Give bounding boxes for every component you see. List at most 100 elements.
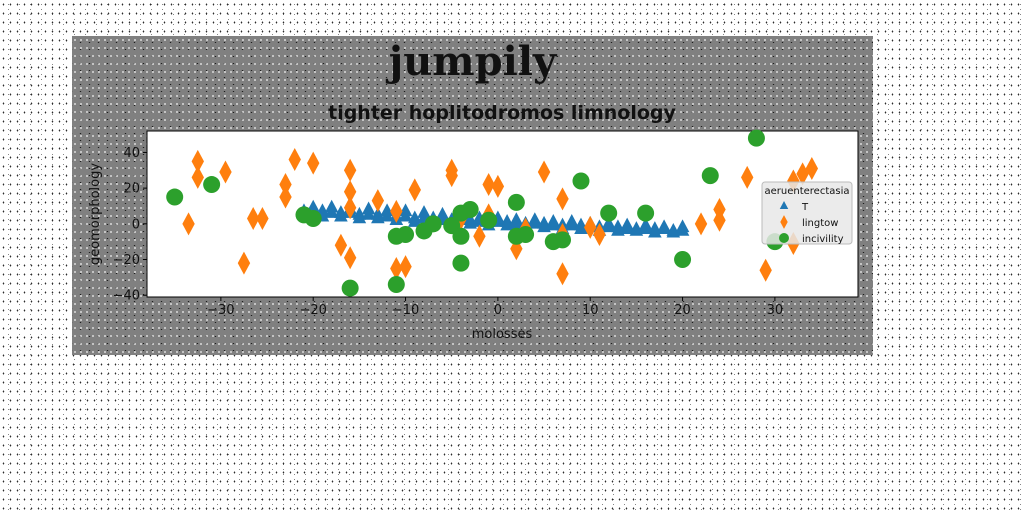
data-point [666, 224, 681, 238]
data-point [713, 208, 726, 232]
data-point [517, 226, 535, 244]
series-incivility [166, 129, 784, 297]
data-point [629, 222, 644, 236]
data-point [390, 199, 403, 223]
data-point [246, 206, 260, 230]
data-point [387, 276, 405, 294]
data-point [638, 217, 653, 231]
data-point [334, 208, 348, 222]
legend-marker-incivility [779, 233, 789, 243]
data-point [445, 164, 458, 188]
scatter-plot: −30 −20 −10 0 10 20 30 −40 −20 0 20 40 molosses geo… [88, 129, 859, 342]
y-axis-label: geomorphology [88, 163, 103, 265]
data-point [334, 233, 348, 257]
data-point [452, 227, 470, 245]
x-tick-label: 20 [674, 303, 691, 318]
axis-ticks: −30 −20 −10 0 10 20 30 −40 −20 0 20 40 [113, 146, 784, 318]
data-point [398, 203, 413, 217]
y-tick-label: 40 [123, 146, 140, 161]
data-point [491, 174, 505, 198]
data-point [572, 172, 590, 190]
legend-label: T [801, 202, 809, 213]
data-point [740, 165, 754, 189]
data-point [600, 204, 618, 222]
data-point [452, 254, 470, 272]
data-point [343, 180, 357, 204]
data-point [674, 251, 692, 269]
data-point [509, 212, 524, 226]
chart-title: tighter hoplitodromos limnology [328, 102, 676, 124]
data-point [482, 173, 495, 197]
data-point [461, 201, 479, 219]
data-point [341, 279, 359, 297]
legend-title: aeruenterectasia [765, 186, 850, 197]
series-lingtow [182, 148, 819, 286]
data-point [637, 204, 655, 222]
data-point [219, 160, 232, 184]
data-point [694, 212, 708, 236]
data-point [288, 148, 301, 172]
legend-box [761, 181, 853, 245]
data-point [473, 224, 486, 248]
y-tick-label: −40 [113, 289, 140, 304]
data-point [435, 206, 450, 220]
data-point [648, 224, 662, 238]
data-point [564, 214, 579, 227]
data-point [528, 212, 542, 226]
data-point [796, 162, 809, 186]
figure-panel: jumpily tighter hoplitodromos limnology … [72, 36, 873, 355]
data-point [324, 199, 339, 213]
data-point [343, 246, 357, 270]
data-point [611, 222, 625, 236]
y-tick-label: 20 [123, 182, 140, 197]
data-point [507, 193, 525, 211]
data-point [657, 219, 671, 233]
data-point [182, 212, 195, 236]
x-tick-label: 10 [582, 303, 599, 318]
data-point [397, 226, 415, 244]
x-tick-label: 0 [494, 303, 502, 318]
data-point [554, 231, 572, 249]
data-point [417, 205, 431, 218]
legend-marker-T [779, 201, 789, 209]
y-tick-label: −20 [113, 253, 140, 268]
data-point [371, 189, 385, 213]
data-point [237, 251, 251, 275]
data-point [463, 215, 477, 229]
data-point [380, 203, 394, 217]
data-point [371, 210, 385, 224]
data-points [166, 129, 819, 297]
x-tick-label: −10 [392, 303, 419, 318]
data-point [390, 256, 403, 280]
data-point [279, 173, 292, 197]
data-point [620, 217, 634, 231]
data-point [343, 158, 357, 182]
data-point [399, 255, 412, 279]
data-point [191, 149, 204, 173]
x-axis-label: molosses [472, 327, 533, 342]
data-point [805, 156, 819, 180]
data-point [574, 221, 588, 234]
legend-marker-lingtow [780, 215, 788, 229]
data-point [675, 219, 690, 233]
legend-label: lingtow [802, 218, 838, 229]
x-tick-label: −20 [299, 303, 326, 318]
data-point [747, 129, 765, 147]
data-point [407, 214, 422, 227]
data-point [304, 209, 322, 227]
data-point [500, 217, 514, 231]
data-point [537, 219, 551, 233]
data-point [279, 185, 292, 209]
y-tick-label: 0 [132, 217, 140, 232]
data-point [343, 196, 357, 220]
data-point [203, 176, 221, 194]
data-point [352, 210, 367, 224]
legend-label: incivility [802, 234, 844, 245]
data-point [361, 201, 376, 215]
data-point [593, 223, 606, 247]
x-tick-label: 30 [767, 303, 784, 318]
x-tick-label: −30 [207, 303, 234, 318]
data-point [256, 206, 269, 230]
data-point [701, 167, 719, 185]
